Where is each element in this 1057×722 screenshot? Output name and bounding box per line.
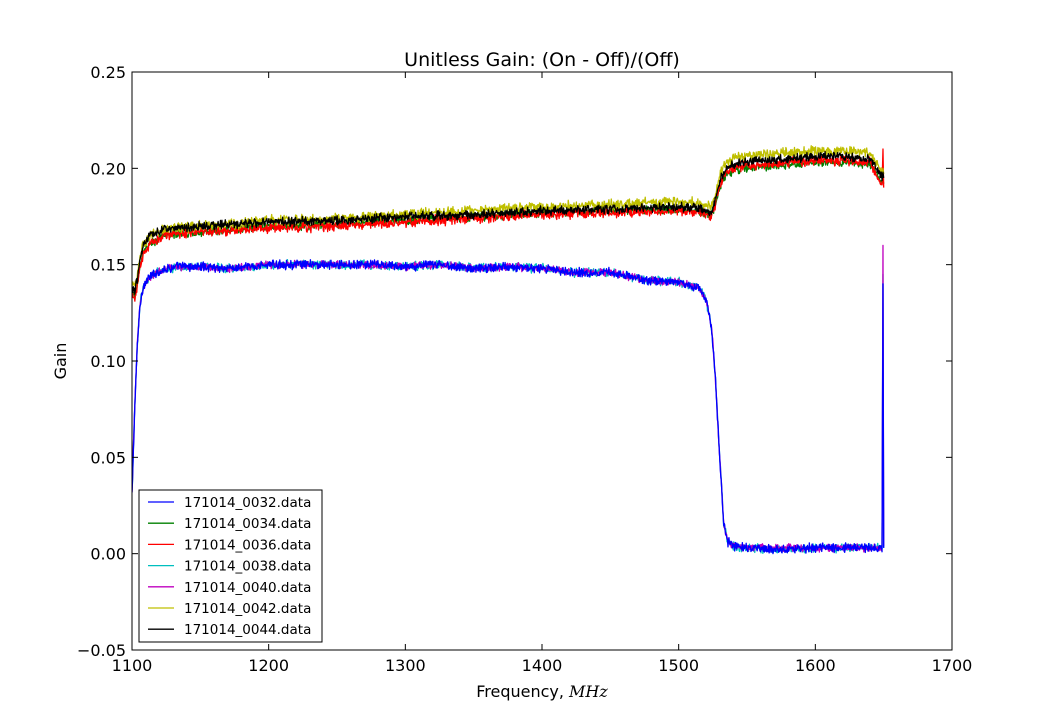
legend-label: 171014_0036.data — [184, 537, 311, 553]
x-tick-label: 1200 — [248, 656, 289, 675]
y-tick-label: 0.10 — [90, 352, 126, 371]
series-line — [132, 150, 885, 295]
x-tick-label: 1500 — [658, 656, 699, 675]
x-tick-label: 1400 — [522, 656, 563, 675]
x-tick-label: 1300 — [385, 656, 426, 675]
legend-label: 171014_0034.data — [184, 516, 311, 532]
legend-label: 171014_0040.data — [184, 580, 311, 596]
x-axis-label: Frequency, MHz — [476, 682, 608, 701]
y-tick-label: 0.15 — [90, 256, 126, 275]
chart-title: Unitless Gain: (On - Off)/(Off) — [404, 49, 680, 71]
legend-label: 171014_0044.data — [184, 622, 311, 638]
x-tick-label: 1600 — [795, 656, 836, 675]
series-layer — [132, 145, 885, 555]
x-axis-unit: MHz — [568, 682, 608, 701]
legend-label: 171014_0032.data — [184, 495, 311, 511]
series-line — [132, 259, 885, 555]
legend-label: 171014_0042.data — [184, 601, 311, 617]
y-axis-label: Gain — [51, 343, 70, 380]
x-axis-label-text: Frequency, — [476, 682, 569, 701]
y-tick-label: 0.05 — [90, 448, 126, 467]
x-tick-label: 1100 — [112, 656, 153, 675]
tick-layer: 1100 1200 1300 1400 1500 1600 1700 −0.05 0.00 0.0… — [77, 63, 972, 675]
y-tick-label: 0.20 — [90, 159, 126, 178]
y-tick-label: −0.05 — [77, 641, 126, 660]
y-tick-label: 0.00 — [90, 545, 126, 564]
x-tick-label: 1700 — [932, 656, 973, 675]
legend-label: 171014_0038.data — [184, 559, 311, 575]
y-tick-label: 0.25 — [90, 63, 126, 82]
legend: 171014_0032.data 171014_0034.data 171014_0… — [138, 489, 323, 643]
